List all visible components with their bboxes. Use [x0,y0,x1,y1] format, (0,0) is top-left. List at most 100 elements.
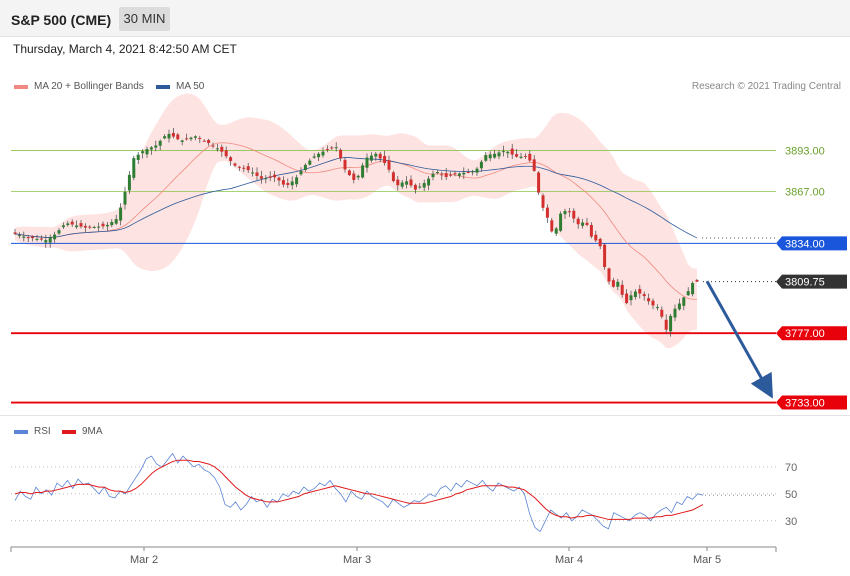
candle [167,129,171,143]
candle [369,152,373,163]
rsi-level-label-30: 30 [785,516,797,528]
candle [506,151,510,158]
candle-body [651,300,655,306]
candle-body [374,153,378,157]
timeframe-badge[interactable]: 30 MIN [119,7,170,31]
candle-body [532,159,536,171]
candle [374,151,378,161]
candle-body [686,291,690,296]
candle [625,289,629,305]
candle [334,142,338,152]
candle [365,153,369,173]
candle [207,138,211,146]
candle [396,176,400,191]
candle-body [559,213,563,231]
candle [61,222,65,230]
candle [409,175,413,188]
candle [629,290,633,306]
candle-body [506,151,510,154]
price-labels: 3893.00 3867.00 3834.00 3809.75 3777.00 3733.… [776,145,847,410]
candle-body [79,223,83,227]
candle-body [611,280,615,287]
candle [488,151,492,162]
candle-body [242,167,246,169]
candle-body [251,172,255,174]
candle-body [259,176,263,179]
candle [361,162,365,179]
candle-body [246,166,250,171]
candle-body [237,166,241,168]
candle-body [233,163,237,166]
label-support-1-bg [776,326,847,341]
candle-body [149,147,153,150]
candle [418,182,422,190]
candle-body [163,136,167,139]
candle [330,145,334,150]
candle-body [141,151,145,154]
candle [308,158,312,166]
candle-body [554,228,558,234]
candle-body [273,174,277,178]
candle-body [299,171,303,175]
bollinger-band-area [15,93,697,349]
candle [145,146,149,158]
candle [444,168,448,180]
candle [22,231,26,242]
candle-body [431,173,435,178]
candle [229,156,233,166]
candle-body [26,237,30,239]
candle-body [61,225,65,228]
candlesticks [13,128,776,399]
candle-body [677,303,681,310]
instrument-title: S&P 500 (CME) [11,12,112,28]
candle-body [343,159,347,170]
candle-body [189,137,193,140]
candle-body [136,154,140,160]
candle [136,152,140,164]
candle [281,176,285,188]
candle [347,169,351,177]
candle [422,179,426,192]
candle-body [695,279,699,282]
time-tick-label: Mar 5 [693,554,721,566]
candle-body [673,308,677,318]
candle [171,128,175,139]
candle [321,147,325,158]
candle-body [585,222,589,226]
candle-body [119,207,123,221]
candle-body [361,165,365,178]
rsi-level-label-50: 50 [785,489,797,501]
candle [620,280,624,298]
candle [325,145,329,153]
candle-body [515,154,519,157]
legend-ma20-label: MA 20 + Bollinger Bands [34,81,144,92]
candle-body [449,174,453,176]
candle [537,171,541,195]
candle [317,152,321,162]
candle [127,171,131,194]
candle [607,267,611,285]
candle [686,287,690,296]
candle [413,183,417,194]
candle [264,175,268,184]
candle-body [691,283,695,295]
candle-body [229,157,233,161]
candle [237,165,241,172]
candle [198,135,202,143]
candle [224,146,228,159]
candle [400,180,404,189]
candle-body [457,173,461,176]
candle-body [70,221,74,225]
candle-body [255,172,259,176]
label-support-2: 3733.00 [785,398,825,410]
candle-body [664,319,668,330]
candle [290,176,294,190]
candle-body [286,183,290,185]
candle-body [127,174,131,191]
candle [660,306,664,319]
candle-body [66,223,70,226]
candle [523,153,527,159]
candle-body [400,182,404,187]
label-last-price-bg [776,274,847,289]
